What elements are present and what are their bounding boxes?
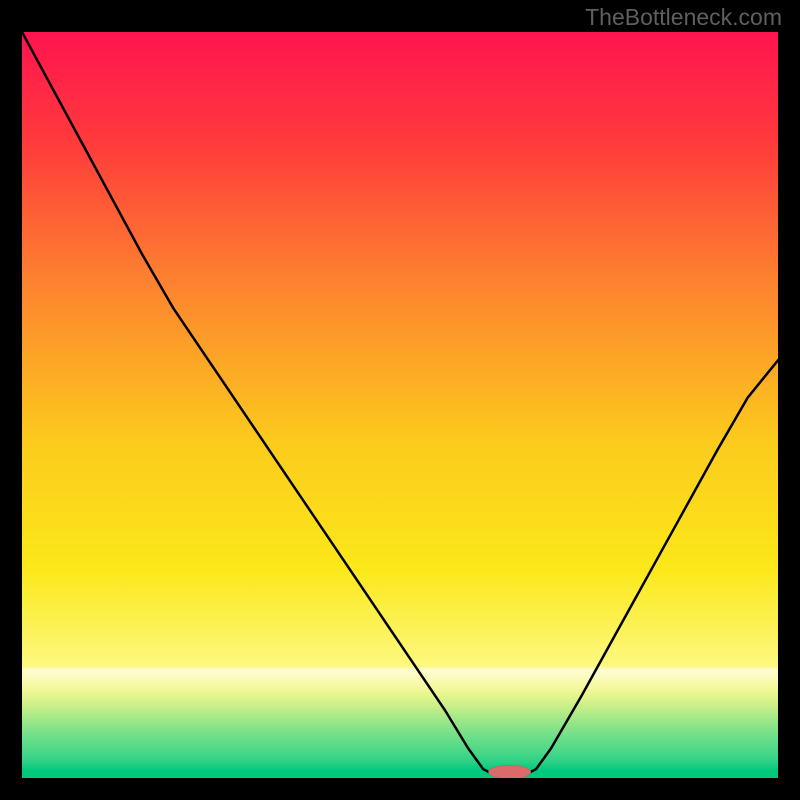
chart-background [22,32,778,778]
optimum-marker [488,765,530,778]
chart-svg [22,32,778,778]
chart-frame: TheBottleneck.com [0,0,800,800]
watermark-label: TheBottleneck.com [585,4,782,31]
bottleneck-chart [22,32,778,778]
